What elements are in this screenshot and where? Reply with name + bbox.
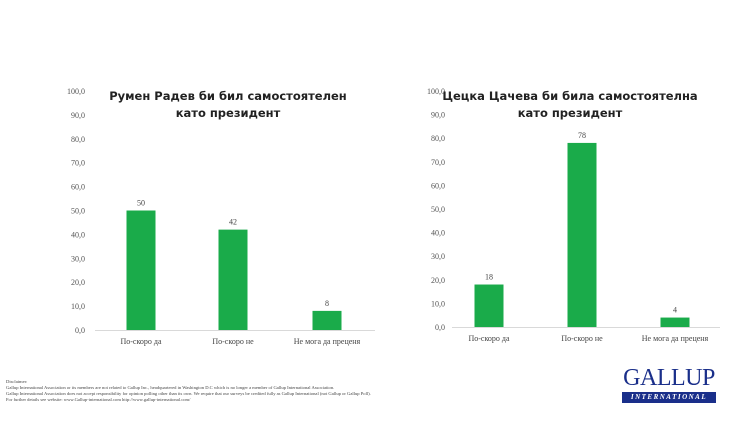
y-tick-label: 30,0: [71, 254, 85, 263]
chart-title: Румен Радев би бил самостоятелен: [109, 89, 347, 103]
gallup-international-logo: GALLUP INTERNATIONAL: [618, 366, 720, 406]
bar: [474, 284, 504, 327]
y-tick-label: 40,0: [431, 229, 445, 238]
category-label: Не мога да преценя: [294, 337, 361, 346]
y-tick-label: 50,0: [431, 205, 445, 214]
y-tick-label: 90,0: [71, 111, 85, 120]
y-tick-label: 0,0: [75, 326, 85, 335]
data-label: 50: [137, 199, 145, 208]
y-tick-label: 40,0: [71, 230, 85, 239]
category-label: По-скоро да: [468, 334, 510, 343]
category-label: По-скоро да: [120, 337, 162, 346]
y-tick-label: 60,0: [431, 181, 445, 190]
data-label: 78: [578, 131, 586, 140]
y-tick-label: 70,0: [71, 159, 85, 168]
y-tick-label: 90,0: [431, 111, 445, 120]
category-label: Не мога да преценя: [642, 334, 709, 343]
y-tick-label: 10,0: [71, 302, 85, 311]
data-label: 18: [485, 273, 493, 282]
disclaimer-line: For further details see website: www.Gal…: [6, 397, 191, 402]
chart-title: като президент: [176, 106, 281, 120]
y-tick-label: 10,0: [431, 299, 445, 308]
y-tick-label: 70,0: [431, 158, 445, 167]
y-tick-label: 30,0: [431, 252, 445, 261]
logo-sub: INTERNATIONAL: [622, 392, 716, 403]
disclaimer-heading: Disclaimer:: [6, 379, 28, 384]
logo-name: GALLUP: [623, 365, 715, 391]
y-tick-label: 80,0: [431, 134, 445, 143]
data-label: 4: [673, 306, 677, 315]
category-label: По-скоро не: [561, 334, 603, 343]
data-label: 8: [325, 299, 329, 308]
y-tick-label: 100,0: [67, 87, 85, 96]
y-tick-label: 20,0: [431, 276, 445, 285]
chart-title: като президент: [518, 106, 623, 120]
y-tick-label: 20,0: [71, 278, 85, 287]
bar: [567, 142, 597, 327]
disclaimer: Disclaimer: Gallup International Associa…: [6, 379, 371, 403]
y-tick-label: 100,0: [427, 87, 445, 96]
bar: [126, 210, 156, 330]
disclaimer-line: Gallup International Association or its …: [6, 385, 335, 390]
category-label: По-скоро не: [212, 337, 254, 346]
y-tick-label: 50,0: [71, 207, 85, 216]
y-tick-label: 80,0: [71, 135, 85, 144]
y-tick-label: 60,0: [71, 183, 85, 192]
bar: [312, 310, 342, 330]
y-tick-label: 0,0: [435, 323, 445, 332]
bar: [218, 229, 248, 330]
chart-title: Цецка Цачева би била самостоятелна: [442, 89, 697, 103]
bar: [660, 317, 690, 327]
disclaimer-line: Gallup International Association does no…: [6, 391, 371, 396]
data-label: 42: [229, 218, 237, 227]
